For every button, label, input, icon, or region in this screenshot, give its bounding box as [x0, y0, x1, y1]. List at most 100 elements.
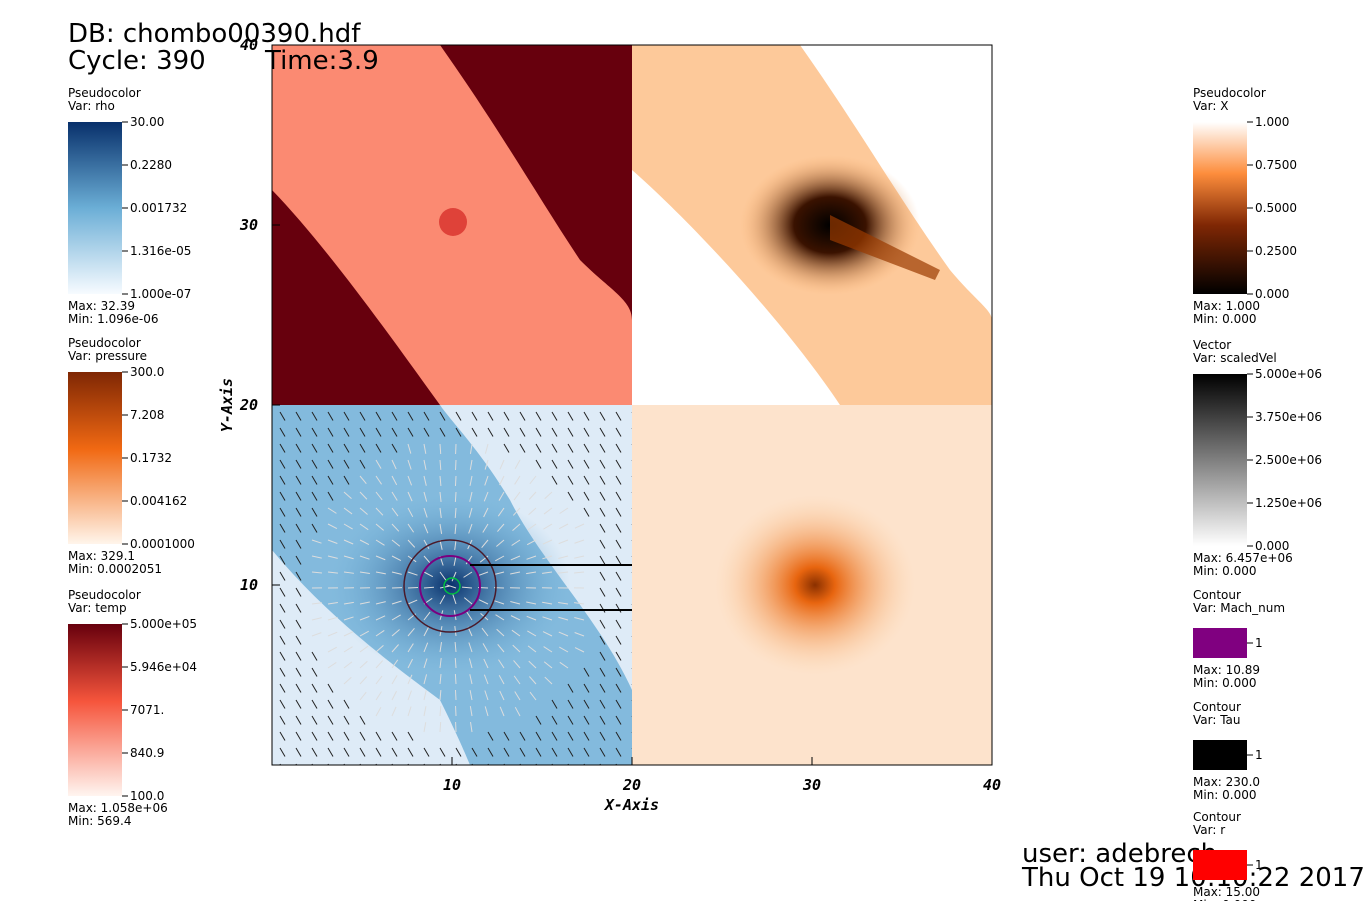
vector: [407, 599, 418, 605]
legend-tick-label: 30.00: [130, 115, 164, 129]
vector: [343, 571, 354, 574]
vector: [543, 661, 553, 669]
vector: [469, 459, 473, 470]
vector: [295, 619, 302, 629]
vector: [513, 675, 521, 685]
vector: [615, 635, 622, 645]
vector: [615, 715, 622, 725]
vector: [583, 459, 590, 469]
vector: [599, 715, 606, 725]
vector: [311, 443, 318, 453]
vector: [279, 699, 286, 709]
vector: [279, 491, 286, 501]
vector: [535, 747, 542, 757]
y-tick-label: 30: [239, 216, 258, 234]
vector: [327, 616, 338, 621]
vector: [615, 507, 622, 517]
vector: [599, 635, 606, 645]
vector: [514, 459, 521, 469]
vector: [327, 683, 334, 693]
vector: [574, 555, 585, 559]
vector: [279, 523, 286, 533]
vector: [391, 600, 402, 605]
vector: [407, 571, 418, 576]
vector: [526, 601, 537, 605]
vector: [311, 523, 318, 533]
vector: [359, 411, 366, 421]
vector: [574, 571, 585, 574]
vector: [375, 571, 386, 575]
vector: [599, 491, 606, 501]
vector: [496, 628, 505, 637]
vector: [439, 411, 446, 421]
vector: [615, 667, 622, 677]
vector: [471, 427, 478, 437]
legend-tick-label: 5.000e+06: [1255, 367, 1322, 381]
vector: [279, 427, 286, 437]
vector: [599, 587, 606, 597]
vector: [526, 571, 537, 575]
vector: [407, 539, 416, 548]
vector: [510, 571, 521, 575]
vector: [391, 629, 400, 637]
vector: [451, 571, 457, 582]
vector: [311, 602, 322, 605]
vector: [558, 539, 569, 545]
vector: [487, 411, 494, 421]
vector: [311, 571, 322, 574]
vector: [343, 539, 354, 545]
vector: [567, 683, 574, 693]
vector: [439, 747, 446, 757]
vector: [484, 459, 489, 470]
vector: [496, 539, 505, 547]
vector: [375, 427, 382, 437]
vector: [487, 731, 494, 741]
vector: [391, 747, 398, 757]
legend-tick-label: 0.0001000: [130, 537, 195, 551]
vector: [503, 411, 510, 421]
vector: [478, 599, 489, 605]
vector: [407, 706, 412, 717]
date: Thu Oct 19 10:10:22 2017: [1021, 863, 1364, 893]
vector: [295, 731, 302, 741]
vector: [599, 443, 606, 453]
vector: [599, 603, 606, 613]
vector: [454, 539, 457, 550]
vector: [559, 646, 569, 653]
legend-var: Var: X: [1193, 99, 1228, 113]
legend-max: Max: 230.0: [1193, 775, 1260, 789]
vector: [311, 539, 322, 544]
vector: [359, 443, 366, 453]
vector: [407, 411, 414, 421]
vector: [615, 491, 622, 501]
vector: [327, 602, 338, 605]
vector: [279, 411, 286, 421]
vector: [359, 571, 370, 575]
vector: [551, 715, 558, 725]
vector: [599, 747, 606, 757]
vector: [423, 443, 427, 454]
vector: [423, 642, 429, 653]
vector: [279, 635, 286, 645]
vector: [519, 731, 526, 741]
vector: [423, 507, 428, 518]
vector: [279, 651, 286, 661]
vector: [535, 459, 542, 469]
vector: [423, 427, 430, 437]
vector: [359, 555, 370, 560]
vector: [407, 658, 414, 669]
legend-min: Min: 0.000: [1193, 564, 1257, 578]
vector: [343, 507, 353, 515]
vector: [528, 507, 537, 516]
vector: [599, 571, 606, 581]
vector: [295, 491, 302, 501]
vector: [454, 523, 457, 535]
vector: [455, 747, 462, 757]
vector: [295, 699, 302, 709]
legend-min: Min: 0.000: [1193, 898, 1257, 901]
vector: [527, 523, 537, 531]
render: [271, 44, 993, 766]
vector: [359, 630, 369, 637]
vector: [295, 507, 302, 517]
contour-level: 1: [1255, 748, 1263, 762]
